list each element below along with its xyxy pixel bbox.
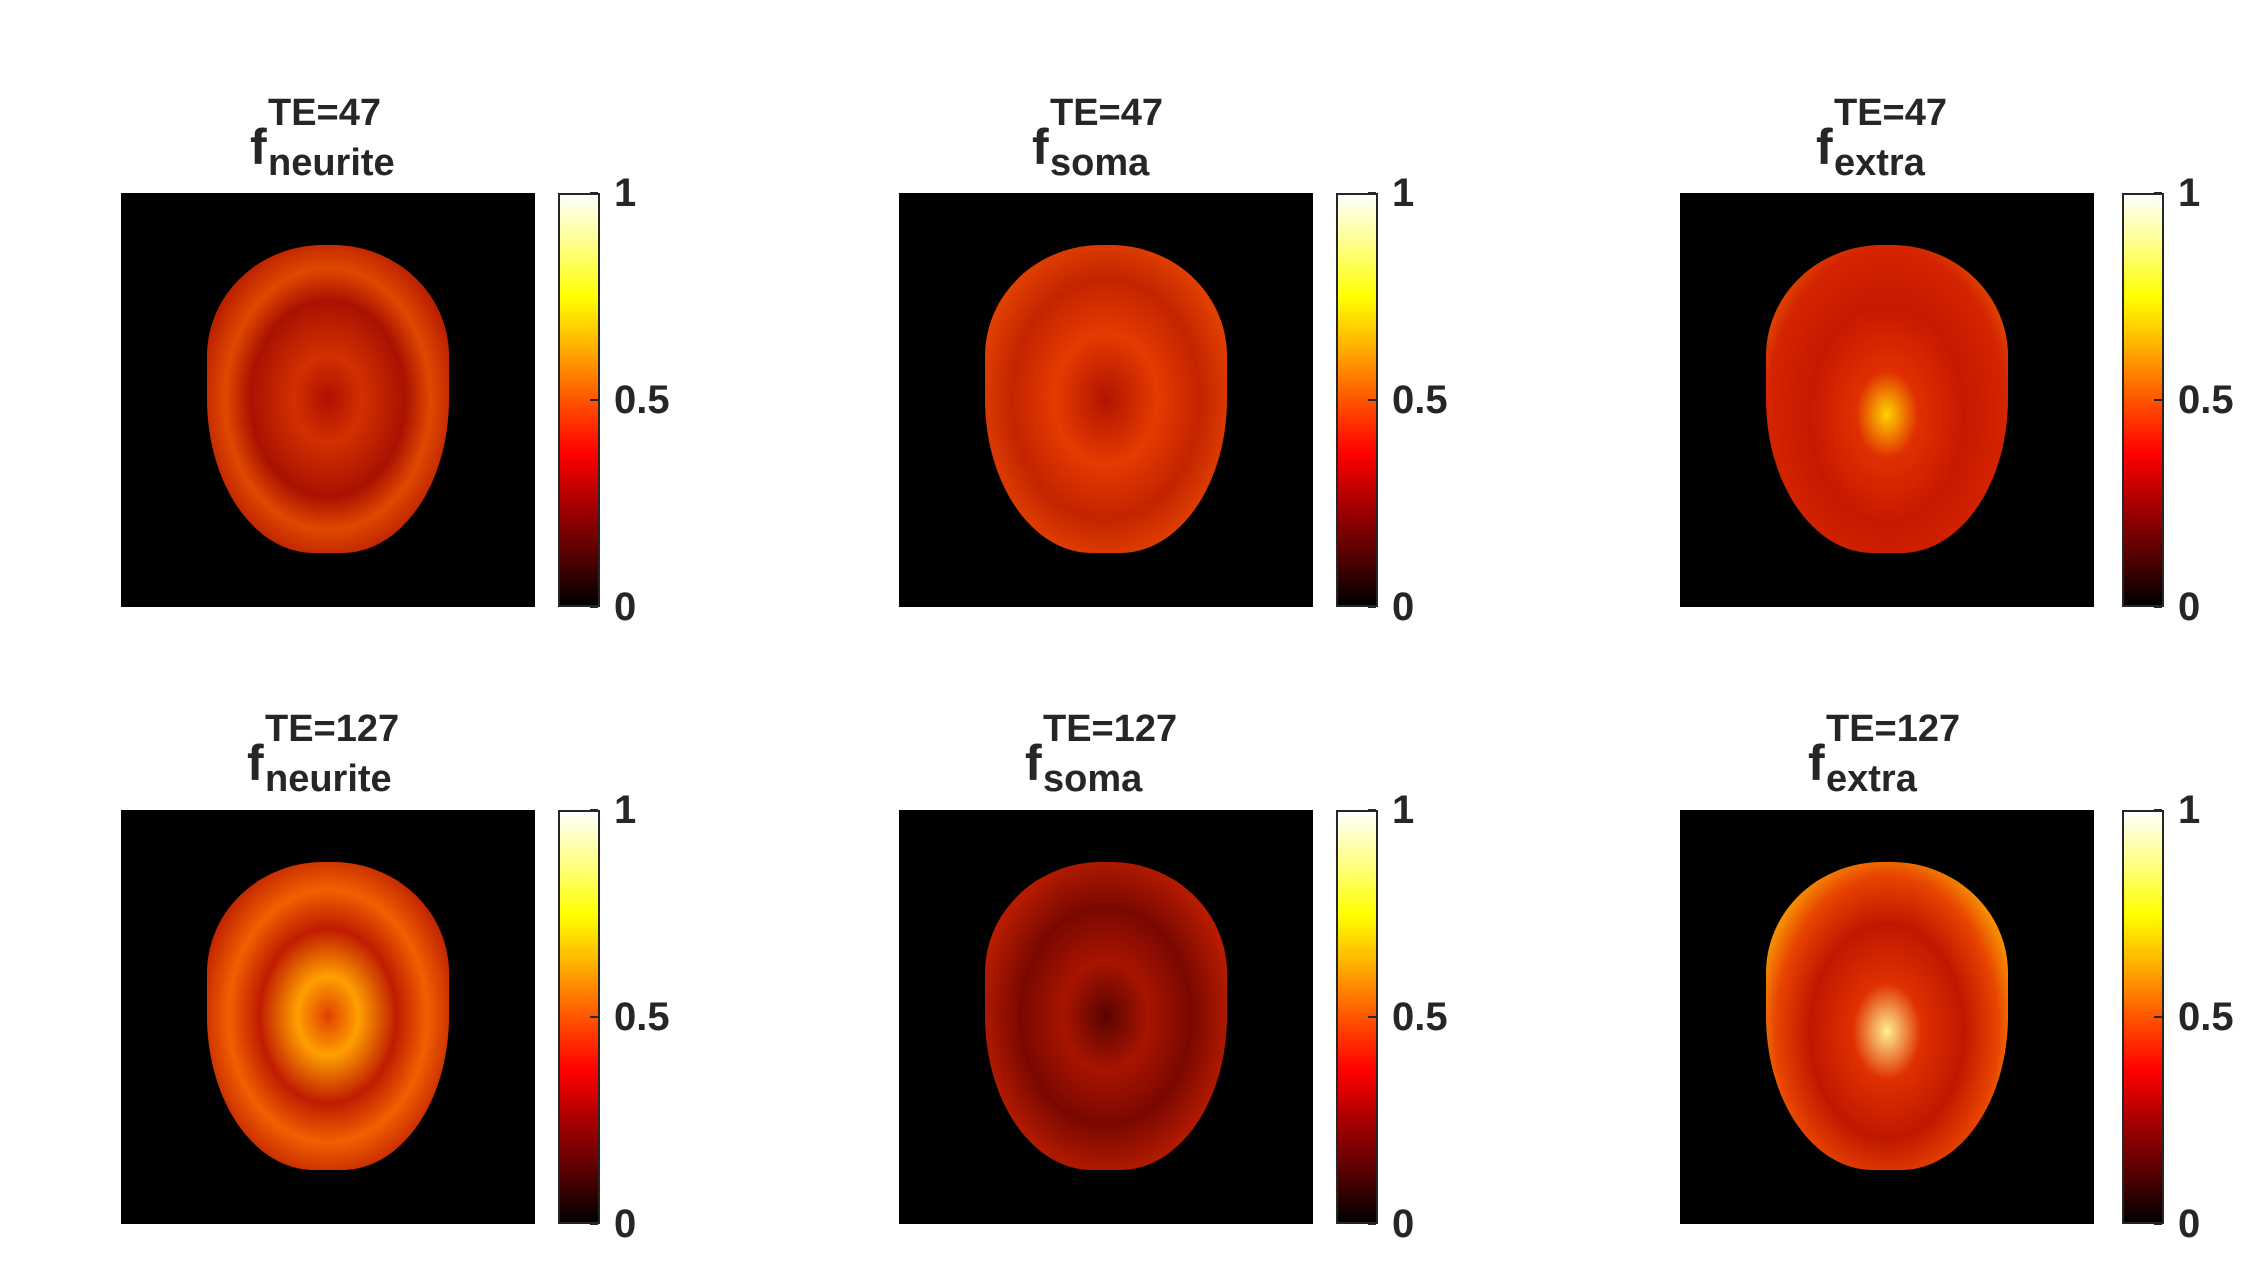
colorbar-tick-label: 0 <box>614 585 637 629</box>
colorbar-tick-label: 0.5 <box>1392 378 1448 422</box>
colorbar-tick-label: 0.5 <box>1392 995 1448 1039</box>
colorbar-tick-label: 0 <box>2178 1202 2201 1246</box>
colorbar-tick <box>590 809 598 811</box>
panel-title-extra-te127: f TE=127 extra <box>1808 708 1961 800</box>
colorbar-tick-label: 0 <box>1392 1202 1415 1246</box>
colorbar-tick <box>2154 1223 2162 1225</box>
colorbar-tick-label: 0.5 <box>2178 995 2234 1039</box>
colorbar-tick-label: 1 <box>2178 171 2201 215</box>
brain-map-soma-te47 <box>899 193 1313 607</box>
panel-title-neurite-te47: f TE=47 neurite <box>250 92 395 184</box>
panel-title-neurite-te127: f TE=127 neurite <box>247 708 400 800</box>
colorbar-tick-label: 0.5 <box>614 995 670 1039</box>
colorbar-tick <box>2154 809 2162 811</box>
brain-map-neurite-te47 <box>121 193 535 607</box>
colorbar-tick <box>590 399 598 401</box>
colorbar-tick <box>590 606 598 608</box>
panel-title-soma-te127: f TE=127 soma <box>1025 708 1178 800</box>
brain-map-extra-te47 <box>1680 193 2094 607</box>
colorbar-tick-label: 0 <box>1392 585 1415 629</box>
colorbar-tick <box>2154 606 2162 608</box>
colorbar-tick-label: 0.5 <box>2178 378 2234 422</box>
panel-title-extra-te47: f TE=47 extra <box>1816 92 1948 184</box>
colorbar-tick <box>590 1016 598 1018</box>
colorbar-tick <box>1368 192 1376 194</box>
brain-slice <box>1766 862 2008 1170</box>
panel-title-soma-te47: f TE=47 soma <box>1032 92 1164 184</box>
colorbar-tick-label: 1 <box>614 171 637 215</box>
colorbar-tick <box>1368 606 1376 608</box>
colorbar-tick-label: 1 <box>1392 788 1415 832</box>
colorbar-tick <box>1368 399 1376 401</box>
brain-map-neurite-te127 <box>121 810 535 1224</box>
colorbar-tick-label: 0 <box>2178 585 2201 629</box>
colorbar-tick-label: 1 <box>2178 788 2201 832</box>
brain-map-extra-te127 <box>1680 810 2094 1224</box>
brain-map-soma-te127 <box>899 810 1313 1224</box>
colorbar-tick <box>2154 1016 2162 1018</box>
brain-slice <box>985 245 1227 553</box>
colorbar-tick <box>1368 809 1376 811</box>
colorbar-tick-label: 1 <box>1392 171 1415 215</box>
colorbar-tick <box>590 192 598 194</box>
brain-slice <box>1766 245 2008 553</box>
brain-slice <box>207 245 449 553</box>
brain-slice <box>985 862 1227 1170</box>
brain-slice <box>207 862 449 1170</box>
colorbar-tick-label: 0 <box>614 1202 637 1246</box>
colorbar-tick <box>1368 1016 1376 1018</box>
colorbar-tick-label: 0.5 <box>614 378 670 422</box>
colorbar-tick <box>2154 192 2162 194</box>
colorbar-tick <box>590 1223 598 1225</box>
colorbar-tick-label: 1 <box>614 788 637 832</box>
colorbar-tick <box>1368 1223 1376 1225</box>
colorbar-tick <box>2154 399 2162 401</box>
